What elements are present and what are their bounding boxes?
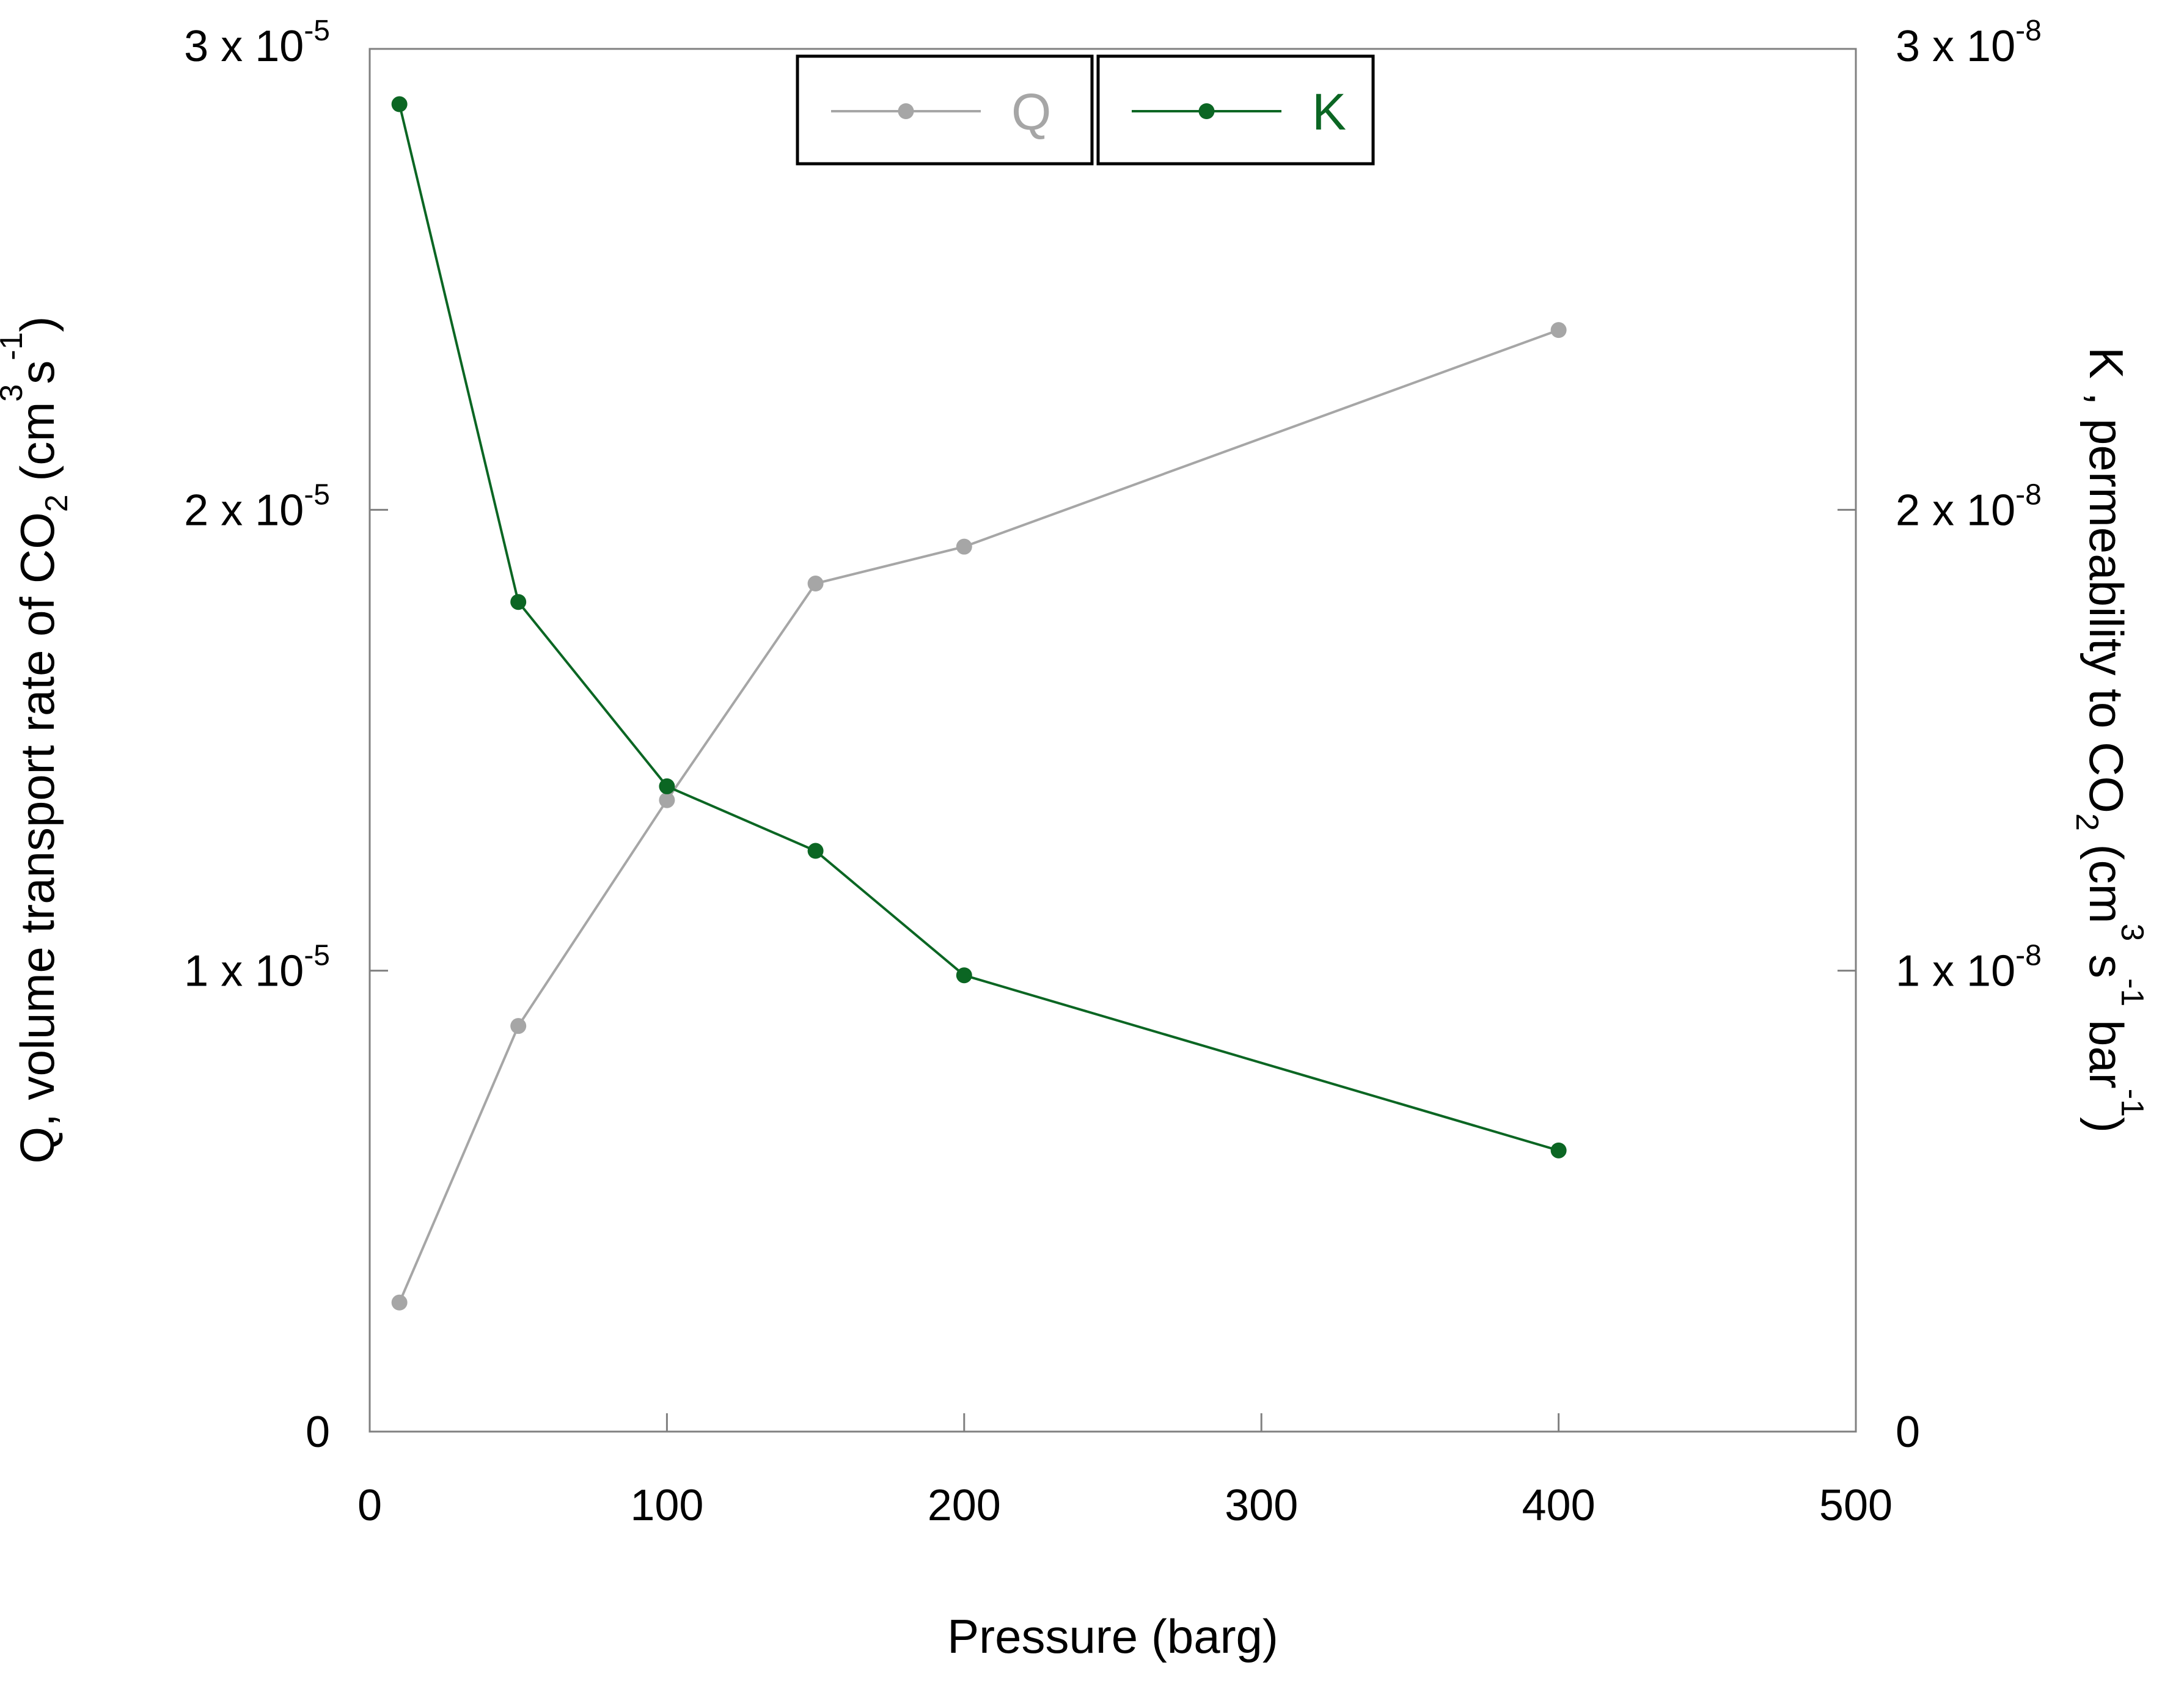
- data-point-K: [391, 96, 408, 112]
- data-point-K: [807, 843, 824, 859]
- data-point-K: [1550, 1142, 1567, 1158]
- data-point-K: [956, 967, 972, 984]
- series-line-K: [398, 104, 1559, 1152]
- legend-marker-K: [1198, 103, 1215, 119]
- data-point-Q: [659, 792, 675, 808]
- x-tick-label: 0: [357, 1481, 382, 1530]
- x-tick-label: 400: [1522, 1481, 1596, 1530]
- y-tick-label-left: 1 x 10-5: [184, 940, 330, 996]
- data-point-K: [510, 594, 527, 610]
- y-tick-label-left: 2 x 10-5: [184, 478, 330, 535]
- data-point-Q: [956, 538, 972, 555]
- y-tick-label-right: 1 x 10-8: [1896, 940, 2042, 996]
- data-point-Q: [510, 1018, 527, 1034]
- data-point-Q: [391, 1294, 408, 1311]
- y-tick-label-right: 2 x 10-8: [1896, 478, 2042, 535]
- legend-label-K: K: [1312, 83, 1346, 141]
- series-layer: [391, 96, 1567, 1311]
- y-axis-title-right: K , permeability to CO2 (cm3 s-1 bar-1): [2069, 347, 2150, 1133]
- x-tick-label: 300: [1225, 1481, 1298, 1530]
- series-line-Q: [398, 329, 1559, 1303]
- legend-label-Q: Q: [1011, 83, 1051, 141]
- y-axis-right: 0 1 x 10-8 2 x 10-8 3 x 10-8: [1838, 15, 2042, 1457]
- data-point-K: [659, 778, 675, 794]
- y-tick-label-left: 3 x 10-5: [184, 15, 330, 71]
- data-point-Q: [1550, 322, 1567, 338]
- legend-marker-Q: [898, 103, 914, 119]
- x-axis: 0 100 200 300 400 500: [357, 1413, 1893, 1530]
- data-point-Q: [807, 576, 824, 592]
- x-tick-label: 100: [630, 1481, 703, 1530]
- y-tick-label-right: 3 x 10-8: [1896, 15, 2042, 71]
- y-axis-left: 0 1 x 10-5 2 x 10-5 3 x 10-5: [184, 15, 388, 1457]
- y-tick-label-right: 0: [1896, 1408, 1920, 1457]
- x-axis-title: Pressure (barg): [947, 1609, 1278, 1663]
- plot-frame: [368, 48, 1857, 1433]
- x-tick-label: 200: [928, 1481, 1001, 1530]
- x-tick-label: 500: [1819, 1481, 1893, 1530]
- y-tick-label-left: 0: [306, 1408, 330, 1457]
